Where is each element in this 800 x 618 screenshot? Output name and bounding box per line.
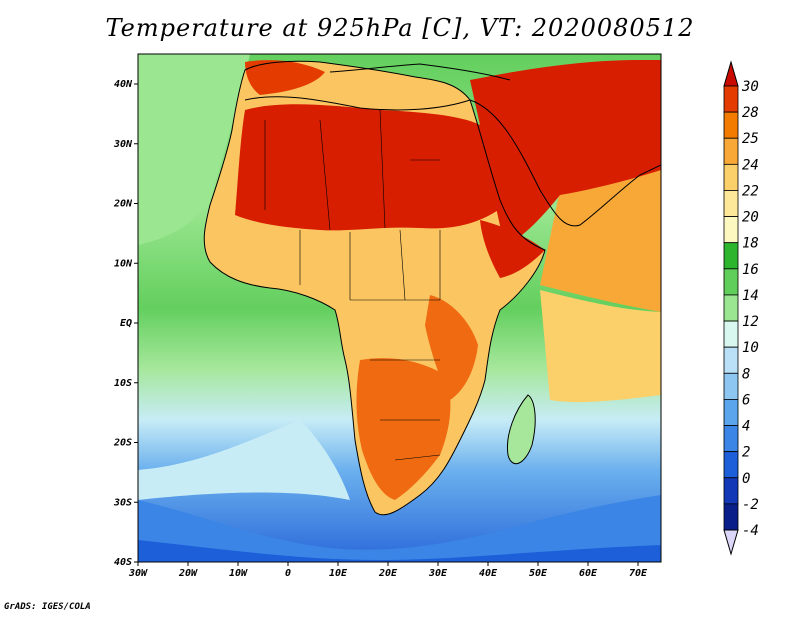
colorbar-label: 10 (742, 340, 759, 356)
colorbar-label: 14 (742, 288, 759, 304)
horn-hot-region (480, 220, 545, 278)
lon-tick-label: 70E (629, 568, 648, 579)
colorbar-segment (723, 111, 739, 139)
colorbar-label: 22 (742, 183, 759, 199)
indian-ocean-mild (540, 290, 661, 403)
colorbar-label: 12 (742, 314, 759, 330)
colorbar-label: 16 (742, 262, 759, 278)
lat-tick-label: 10S (114, 378, 132, 389)
colorbar-segment (723, 190, 739, 217)
colorbar-label: 0 (742, 471, 750, 487)
lon-tick-label: 20E (378, 568, 398, 579)
latitude-axis: 40N 30N 20N 10N EQ 10S 20S 30S 40S (113, 79, 138, 568)
east-africa-warm (425, 295, 478, 400)
lat-tick-label: 40N (114, 79, 133, 90)
lat-tick-label: 30S (113, 497, 132, 508)
colorbar-segment (723, 137, 739, 165)
arabian-sea-warm (540, 170, 661, 312)
lon-tick-label: 20W (178, 568, 198, 579)
colorbar-label: 28 (742, 105, 759, 121)
colorbar-segment (723, 425, 739, 453)
colorbar-label: -2 (742, 497, 759, 513)
southern-coldest-band (138, 540, 661, 562)
colorbar-segment (723, 399, 739, 426)
colorbar-top-arrow (723, 60, 739, 87)
colorbar-segment (723, 451, 739, 479)
colorbar-segment (723, 503, 739, 531)
iberia-warm (245, 60, 325, 95)
colorbar-segment (723, 242, 739, 270)
colorbar-segment (723, 346, 739, 374)
colorbar-segment (723, 477, 739, 505)
map-plot-area (138, 54, 661, 562)
lat-tick-label: 30N (113, 139, 133, 150)
colorbar-segment (723, 85, 739, 113)
credit-label: GrADS: IGES/COLA (4, 602, 91, 612)
colorbar-label: 6 (742, 392, 750, 408)
africa-coastline (203, 60, 546, 516)
colorbar-label: 24 (742, 157, 759, 173)
colorbar-label: 20 (742, 210, 759, 226)
lon-tick-label: 50E (529, 568, 548, 579)
arabia-hot-region (470, 60, 661, 245)
lon-tick-label: 10W (229, 568, 248, 579)
colorbar-label: 2 (742, 445, 750, 461)
lat-tick-label: 40S (114, 557, 132, 568)
lon-tick-label: 60E (579, 568, 598, 579)
arabia-coastline (469, 99, 661, 227)
colorbar-segment (723, 320, 739, 348)
colorbar-bottom-arrow (723, 529, 739, 556)
lat-tick-label: 10N (114, 258, 133, 269)
colorbar-label: 8 (742, 366, 750, 382)
lat-tick-label: 20N (113, 199, 133, 210)
colorbar-label: 18 (742, 236, 759, 252)
north-atlantic-band (138, 54, 250, 245)
lon-tick-label: 40E (479, 568, 498, 579)
lon-tick-label: 0 (285, 568, 291, 579)
mediterranean-coastline (244, 63, 511, 111)
southern-cold-band (138, 495, 661, 562)
southern-africa-warm (356, 358, 451, 500)
colorbar-label: -4 (742, 523, 759, 539)
lon-tick-label: 30W (128, 568, 148, 579)
southwest-cool-band (138, 420, 350, 500)
colorbar-segment (723, 294, 739, 322)
chart-title: Temperature at 925hPa [C], VT: 202008051… (105, 14, 695, 42)
colorbar-label: 30 (741, 79, 759, 95)
colorbar-segment (723, 372, 739, 400)
longitude-axis: 30W 20W 10W 0 10E 20E 30E 40E 50E 60E 70E (128, 562, 648, 579)
colorbar-label: 4 (742, 419, 750, 435)
madagascar (506, 394, 536, 465)
lat-tick-label: 20S (113, 438, 132, 449)
lon-tick-label: 10E (329, 568, 348, 579)
plot-frame (137, 53, 662, 563)
colorbar-segment (723, 216, 739, 244)
colorbar-label: 25 (742, 131, 759, 147)
lon-tick-label: 30E (428, 568, 448, 579)
colorbar-segment (723, 268, 739, 296)
country-borders (264, 109, 441, 461)
sahara-hot-region (235, 104, 505, 231)
colorbar-segment (723, 163, 739, 191)
lat-tick-label: EQ (120, 318, 132, 329)
